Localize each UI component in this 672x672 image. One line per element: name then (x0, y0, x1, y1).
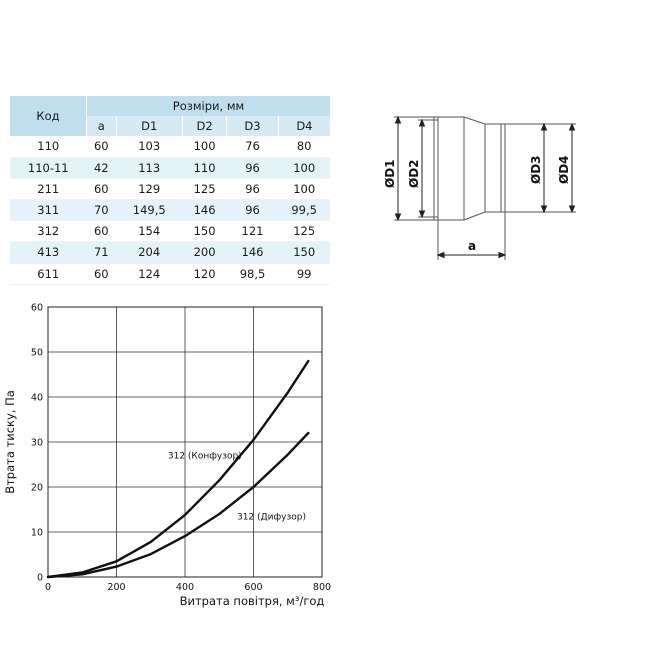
dimension-cell: 149,5 (116, 199, 183, 222)
dimension-cell: 110 (182, 157, 227, 179)
dimension-cell: 146 (182, 199, 227, 222)
code-cell: 312 (10, 220, 87, 243)
dimension-cell: 60 (86, 263, 117, 285)
dimension-cell: 124 (116, 263, 183, 285)
table-row: 311 70 149,5 146 96 99,5 (10, 199, 330, 222)
series-label-2: 312 (Дифузор) (237, 512, 306, 522)
dimension-cell: 99,5 (278, 199, 330, 222)
dimension-cell: 42 (86, 157, 117, 179)
table-row: 611 60 124 120 98,5 99 (10, 263, 330, 285)
col-d1-header: D1 (115, 116, 183, 137)
label-d3: ØD3 (529, 155, 543, 184)
dimension-cell: 200 (182, 241, 227, 264)
code-cell: 311 (10, 199, 87, 222)
table-row: 110-11 42 113 110 96 100 (10, 157, 330, 179)
dimension-cell: 125 (278, 220, 330, 243)
series-label-1: 312 (Конфузор) (168, 452, 242, 462)
code-cell: 211 (10, 178, 87, 200)
dimension-cell: 129 (116, 178, 183, 200)
table-row: 211 60 129 125 96 100 (10, 178, 330, 200)
y-tick-label: 40 (31, 393, 43, 404)
label-d2: ØD2 (407, 159, 421, 188)
chart-annotations: 312 (Конфузор) 312 (Дифузор) (168, 452, 306, 523)
dimension-cell: 60 (86, 178, 117, 200)
dimensions-table: Код Розміри, мм a D1 D2 D3 D4 110 60 103 10… (10, 96, 330, 285)
col-d3-header: D3 (226, 116, 279, 137)
table-row: 312 60 154 150 121 125 (10, 220, 330, 243)
dimension-cell: 71 (86, 241, 117, 264)
series-line-2 (46, 431, 310, 579)
dimension-cell: 99 (278, 263, 330, 285)
dimension-cell: 80 (278, 136, 330, 158)
reducer-outline (433, 116, 506, 221)
x-axis-label: Витрата повітря, м³/год (180, 594, 325, 608)
series-line-1 (46, 359, 310, 579)
label-a: a (468, 239, 476, 253)
pressure-loss-chart: 0 200 400 600 800 0 10 20 30 40 50 60 312 (Конфузор… (3, 303, 331, 609)
dimension-cell: 98,5 (226, 263, 279, 285)
dimension-cell: 96 (226, 157, 279, 179)
code-cell: 611 (10, 263, 87, 285)
code-cell: 110-11 (10, 157, 87, 179)
dimension-cell: 150 (182, 220, 227, 243)
dimension-cell: 120 (182, 263, 227, 285)
y-axis-label: Втрата тиску, Па (3, 390, 17, 494)
dimension-cell: 121 (226, 220, 279, 243)
col-a-header: a (86, 116, 117, 137)
chart-ticks: 0 200 400 600 800 0 10 20 30 40 50 60 (31, 303, 331, 594)
y-tick-label: 30 (31, 438, 43, 449)
dimension-cell: 76 (226, 136, 279, 158)
code-header: Код (10, 96, 87, 137)
x-tick-label: 600 (244, 582, 262, 593)
dimension-cell: 96 (226, 199, 279, 222)
y-tick-label: 60 (31, 303, 43, 314)
x-tick-label: 200 (107, 582, 125, 593)
reducer-drawing: ØD1 ØD2 ØD3 ØD4 a (383, 115, 576, 260)
dimension-cell: 70 (86, 199, 117, 222)
label-d4: ØD4 (557, 155, 571, 184)
col-d2-header: D2 (181, 116, 227, 137)
dimension-cell: 146 (226, 241, 279, 264)
dimension-cell: 125 (182, 178, 227, 200)
chart-grid (48, 307, 322, 577)
dimension-cell: 96 (226, 178, 279, 200)
table-row: 413 71 204 200 146 150 (10, 241, 330, 264)
y-tick-label: 20 (31, 483, 43, 494)
dimension-cell: 60 (86, 136, 117, 158)
dimensions-header: Розміри, мм (86, 96, 330, 117)
dimension-cell: 204 (116, 241, 183, 264)
dimension-cell: 150 (278, 241, 330, 264)
code-cell: 413 (10, 241, 87, 264)
dimension-cell: 103 (116, 136, 183, 158)
plot-frame (47, 306, 323, 578)
label-d1: ØD1 (383, 159, 397, 188)
table-row: 110 60 103 100 76 80 (10, 136, 330, 158)
col-d4-header: D4 (277, 116, 330, 137)
dimension-cell: 100 (278, 157, 330, 179)
x-tick-label: 0 (45, 582, 51, 593)
dimension-cell: 113 (116, 157, 183, 179)
y-tick-label: 50 (31, 348, 43, 359)
y-tick-label: 10 (31, 528, 43, 539)
dimension-cell: 100 (278, 178, 330, 200)
dimension-cell: 154 (116, 220, 183, 243)
code-cell: 110 (10, 136, 87, 158)
chart-series (46, 359, 310, 579)
x-tick-label: 400 (176, 582, 194, 593)
y-tick-label: 0 (37, 573, 43, 584)
chart-axes (47, 306, 323, 578)
dimension-cell: 60 (86, 220, 117, 243)
x-tick-label: 800 (313, 582, 331, 593)
dimension-cell: 100 (182, 136, 227, 158)
